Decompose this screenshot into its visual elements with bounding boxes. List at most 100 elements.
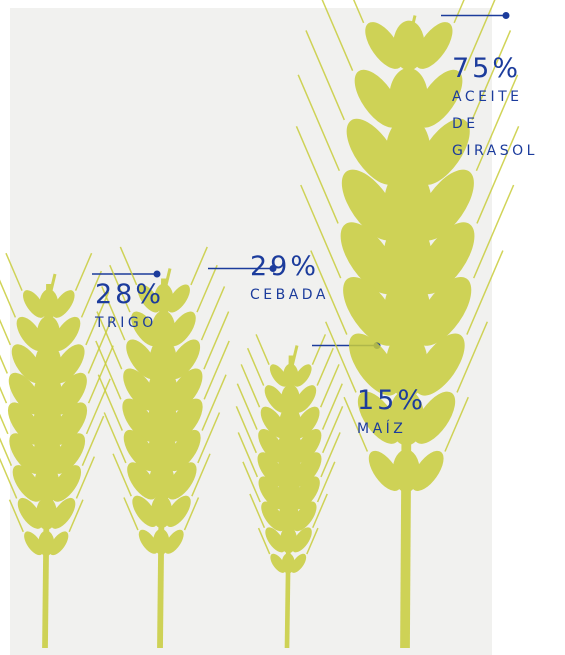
grain [413, 391, 456, 444]
grain [415, 333, 465, 396]
grain [294, 385, 317, 413]
value-label: 15% [357, 385, 427, 416]
awn [456, 321, 489, 393]
grain [24, 531, 44, 556]
wheat-stalk [235, 334, 344, 649]
grain [416, 69, 463, 128]
awn [297, 74, 341, 172]
grain [149, 461, 175, 501]
grain [168, 398, 203, 442]
grain [383, 274, 431, 348]
awn [109, 264, 131, 313]
grain [53, 402, 88, 445]
grain [365, 22, 403, 69]
awn [246, 347, 265, 386]
awn [316, 461, 336, 503]
awn [103, 412, 127, 464]
awn [466, 250, 504, 335]
wheat-stalk [295, 0, 520, 649]
grain [281, 553, 295, 574]
grain [50, 497, 76, 529]
grain [9, 433, 42, 474]
category-label: ACEITE DE GIRASOL [452, 89, 538, 159]
grain [123, 429, 157, 472]
awn [196, 264, 218, 313]
awn [0, 386, 8, 404]
grain [388, 389, 425, 446]
awn [235, 406, 257, 454]
grain [280, 526, 298, 554]
grain [258, 476, 285, 510]
grain [168, 368, 203, 411]
grain [154, 283, 174, 314]
grain [269, 364, 288, 387]
grain [290, 553, 307, 573]
awn [255, 334, 270, 365]
awn [0, 318, 12, 346]
awn [75, 456, 96, 499]
grain [39, 289, 59, 319]
grain [52, 316, 81, 352]
grain [148, 428, 177, 473]
grain [17, 497, 43, 529]
awn [306, 527, 319, 555]
awn [257, 527, 271, 555]
awn [197, 412, 221, 464]
grain [294, 406, 320, 439]
awn [321, 0, 354, 72]
grain [349, 333, 399, 396]
grain [261, 501, 285, 532]
grain [52, 290, 75, 318]
awn [316, 347, 334, 386]
awn [203, 311, 230, 370]
item-label: 75% ACEITE DE GIRASOL [452, 54, 544, 165]
awn [119, 246, 138, 286]
wheat-stalk [95, 246, 230, 649]
grain [257, 452, 285, 487]
awn [190, 246, 208, 286]
awn [112, 453, 132, 497]
awn [444, 396, 469, 452]
grain [36, 315, 61, 353]
grain [293, 364, 312, 387]
grain [153, 528, 170, 555]
awn [473, 184, 515, 279]
grain [122, 398, 157, 442]
awn [162, 268, 172, 294]
awn [300, 184, 342, 279]
grain [33, 431, 61, 476]
grain [278, 475, 301, 511]
value-label: 75% [452, 53, 522, 84]
grain [138, 529, 159, 554]
awn [74, 252, 93, 291]
awn [0, 457, 18, 499]
grain [417, 222, 475, 295]
grain [38, 530, 55, 556]
awn [183, 497, 200, 531]
grain [292, 501, 317, 532]
awn [123, 497, 139, 531]
awn [200, 286, 226, 341]
grain [265, 527, 286, 553]
awn [236, 383, 258, 430]
grain [150, 494, 173, 529]
category-label: TRIGO [95, 315, 157, 331]
grain [416, 118, 470, 185]
awn [322, 406, 344, 454]
grain [126, 339, 158, 380]
grain [151, 310, 176, 348]
awn [0, 437, 13, 467]
grain [278, 500, 299, 533]
awn [352, 0, 365, 24]
grain [411, 450, 444, 491]
grain [417, 169, 474, 241]
grain [281, 384, 300, 414]
value-label: 28% [95, 279, 165, 310]
grain [123, 368, 158, 411]
awn [463, 0, 496, 72]
awn [8, 499, 24, 533]
awn [311, 334, 327, 365]
grain [49, 531, 69, 556]
grain [34, 463, 60, 503]
